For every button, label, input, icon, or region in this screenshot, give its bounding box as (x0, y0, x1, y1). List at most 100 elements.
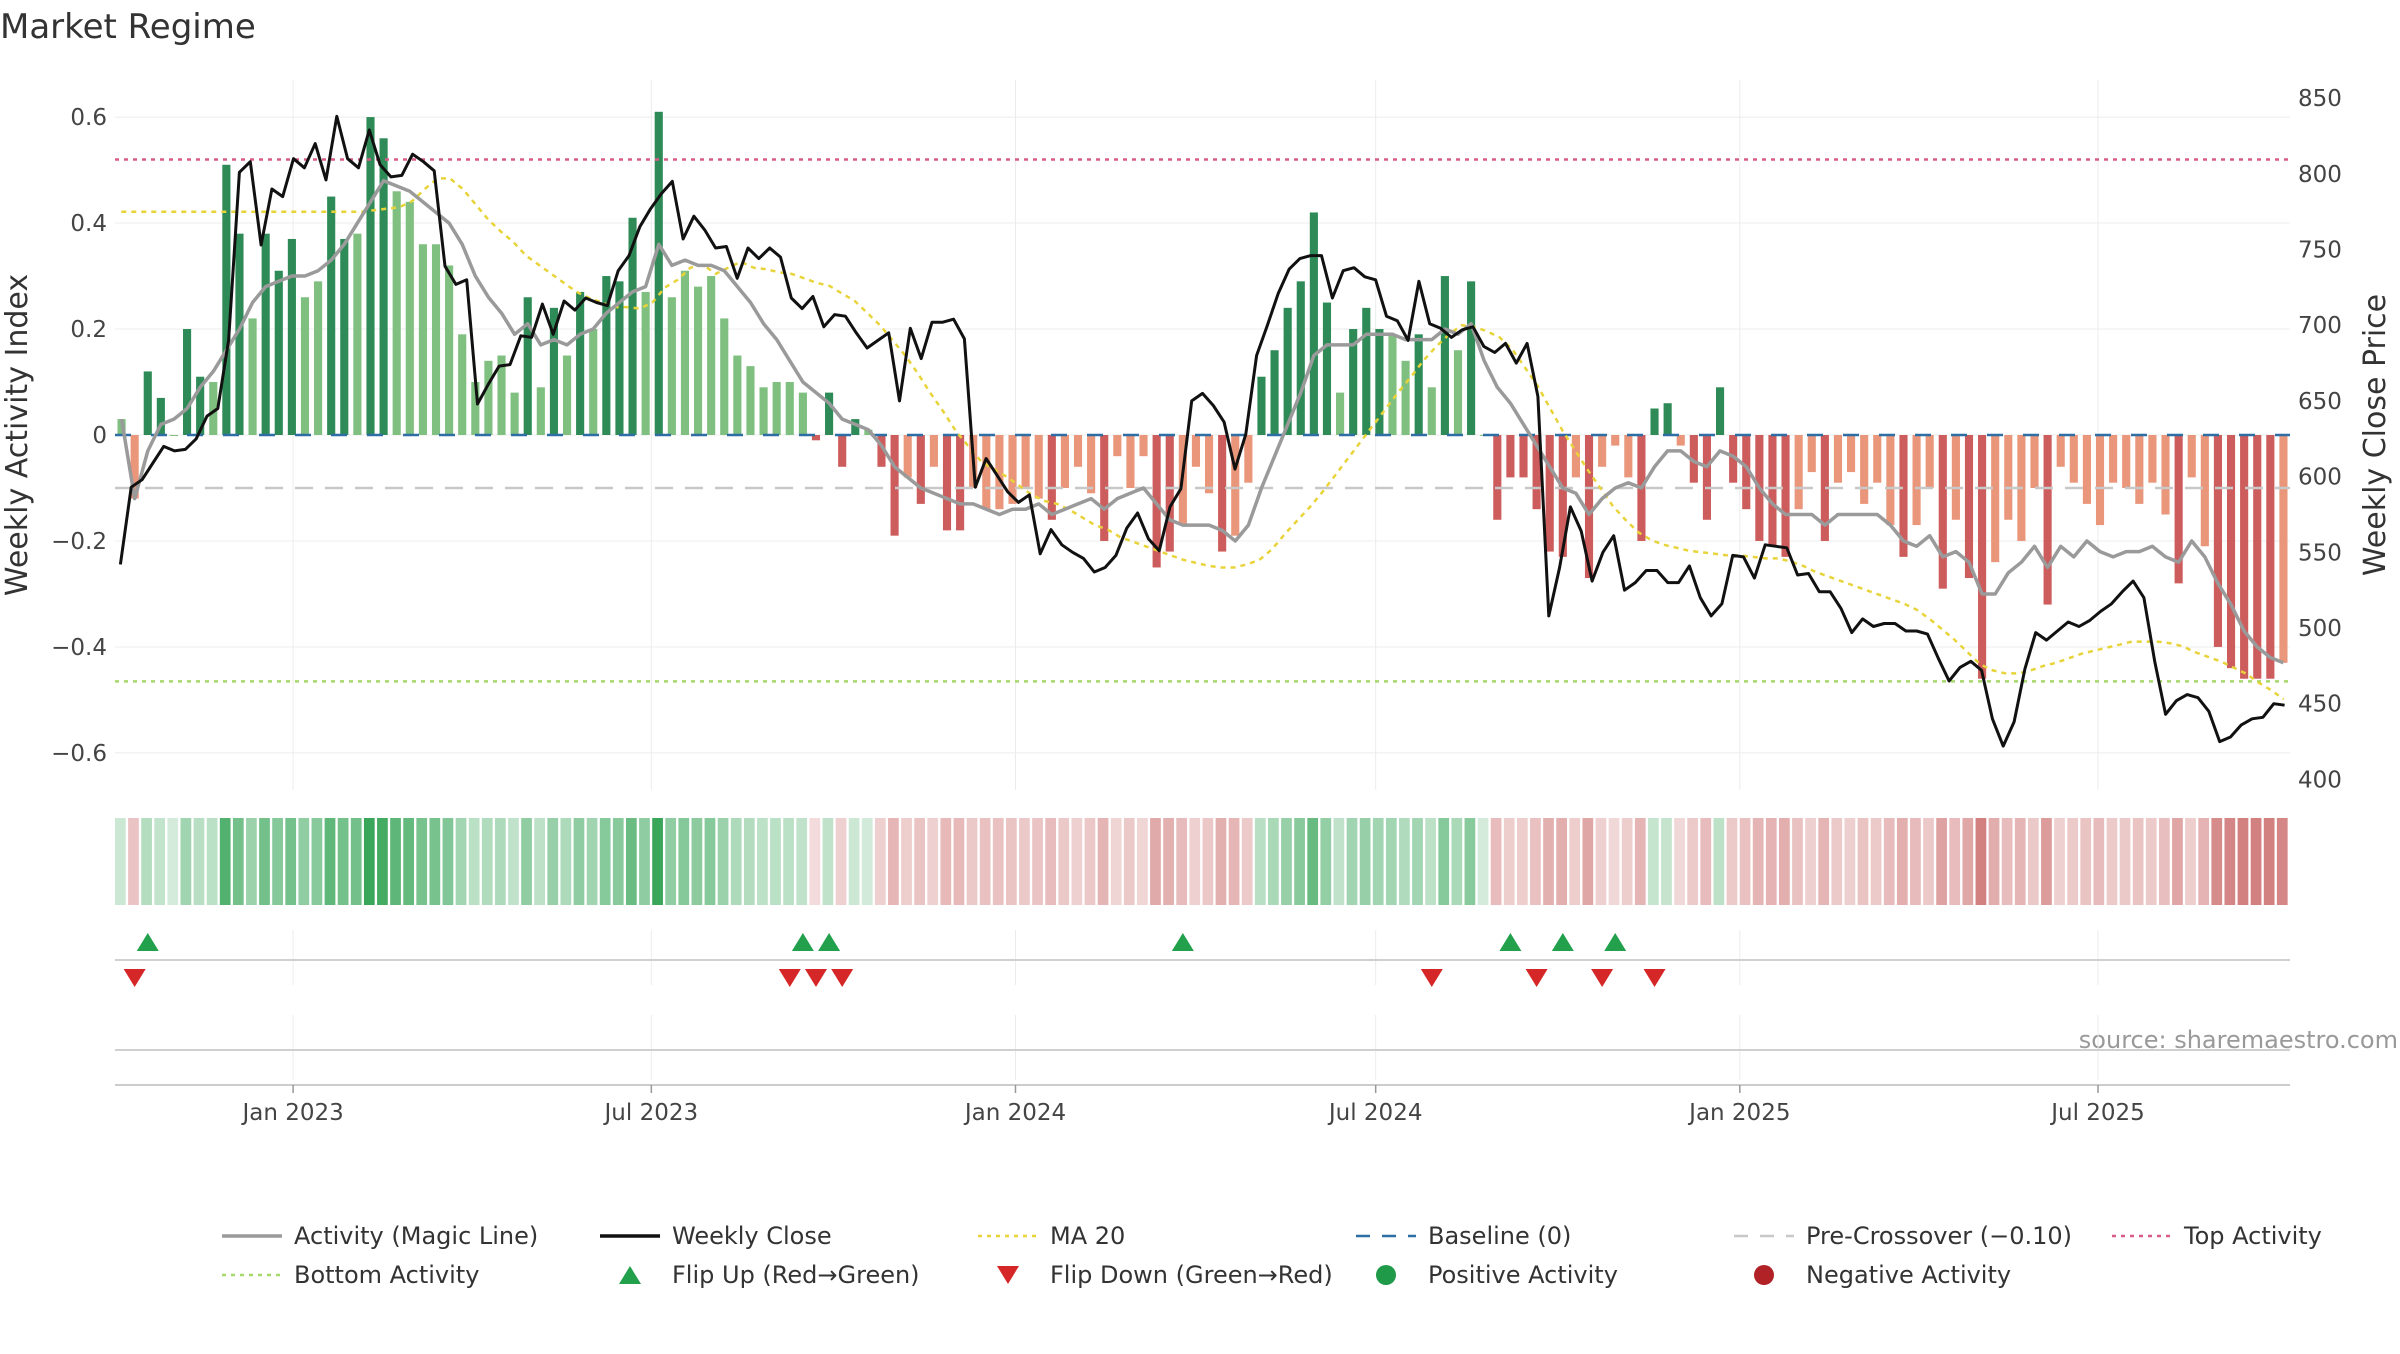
heat-cell (1661, 818, 1672, 905)
heat-cell (1281, 818, 1292, 905)
activity-bar (156, 397, 165, 435)
heat-cell (455, 818, 467, 905)
activity-bar (2226, 435, 2236, 669)
flip-up-marker (136, 933, 159, 951)
heat-cell (599, 818, 611, 905)
activity-bar (1768, 435, 1777, 547)
activity-bar (2082, 435, 2091, 504)
activity-bar (2069, 435, 2078, 483)
heat-cell (1136, 818, 1148, 905)
legend-label: Weekly Close (672, 1222, 832, 1250)
y-tick-label: 0 (92, 423, 107, 449)
activity-bar (825, 392, 834, 435)
heat-cell (678, 818, 690, 905)
heat-cell (1150, 818, 1161, 905)
legend-item: Weekly Close (600, 1222, 832, 1250)
activity-bar (615, 281, 624, 435)
activity-bar (1873, 435, 1882, 483)
heat-cell (259, 818, 270, 905)
heat-cell (874, 818, 886, 905)
heat-cell (1254, 818, 1266, 905)
heat-cell (1831, 818, 1843, 905)
heat-cell (888, 818, 899, 905)
legend-item: Flip Down (Green→Red) (997, 1261, 1333, 1289)
heat-cell (2211, 818, 2223, 905)
y2-tick-label: 800 (2298, 162, 2342, 188)
activity-bar (1742, 435, 1751, 510)
flip-down-marker (778, 969, 801, 987)
heat-cell (1713, 818, 1725, 905)
heat-cell (2027, 818, 2039, 905)
heat-cell (1123, 818, 1135, 905)
flip-up-marker (818, 933, 841, 951)
activity-bar (2279, 435, 2288, 663)
activity-bar (1126, 435, 1135, 488)
y-tick-label: 0.4 (70, 211, 107, 237)
activity-bar (1336, 392, 1345, 435)
activity-bar (1283, 307, 1292, 435)
legend: Activity (Magic Line) Weekly Close MA 20 Ba… (222, 1222, 2322, 1289)
heat-cell (730, 818, 742, 905)
flip-down-marker (1591, 969, 1614, 987)
activity-bar (1021, 435, 1030, 488)
heat-cell (2250, 818, 2262, 905)
heat-cell (979, 818, 991, 905)
activity-bar (1139, 435, 1148, 457)
activity-bar (1401, 360, 1410, 435)
activity-bar (1794, 435, 1803, 510)
activity-bar (1467, 281, 1476, 435)
y2-tick-label: 650 (2298, 389, 2342, 415)
activity-bar (1912, 435, 1921, 526)
y-tick-label: −0.2 (51, 529, 107, 555)
heat-cell (1268, 818, 1279, 905)
heat-cell (337, 818, 349, 905)
y-tick-label: 0.2 (70, 317, 107, 343)
heat-cell (625, 818, 637, 905)
axes: 0.6 0.4 0.2 0 −0.2 −0.4 −0.6 850 800 750 700 650 600… (51, 86, 2342, 1126)
activity-bar (641, 291, 650, 435)
y2-tick-label: 400 (2298, 767, 2342, 793)
heat-cell (743, 818, 755, 905)
activity-bar (1545, 435, 1554, 552)
activity-bar (1650, 408, 1659, 435)
activity-bar (379, 138, 388, 436)
heat-cell (534, 818, 546, 905)
heat-cell (927, 818, 939, 905)
heat-cell (2119, 818, 2131, 905)
activity-bar (1519, 435, 1528, 478)
heat-cell (1333, 818, 1345, 905)
legend-label: Negative Activity (1806, 1261, 2011, 1289)
activity-bar (733, 355, 742, 435)
flip-down-marker (123, 969, 146, 987)
heat-cell (953, 818, 965, 905)
x-tick-label: Jul 2023 (603, 1100, 699, 1126)
heat-cell (1005, 818, 1017, 905)
activity-bar (445, 265, 454, 435)
ma20-line (121, 177, 2285, 701)
heat-cell (1726, 818, 1738, 905)
heat-cell (1634, 818, 1646, 905)
heat-cell (1189, 818, 1201, 905)
activity-bar (956, 435, 965, 531)
activity-bar (235, 233, 244, 435)
heat-cell (2132, 818, 2144, 905)
legend-item: Baseline (0) (1356, 1222, 1571, 1250)
heat-cell (1805, 818, 1816, 905)
heat-cell (521, 818, 532, 905)
activity-bar (484, 360, 493, 435)
regime-heat-strip (115, 818, 2288, 905)
magic-line (119, 178, 2285, 665)
activity-bar (1113, 435, 1122, 457)
activity-bar (1558, 435, 1567, 557)
activity-bar (2187, 435, 2196, 478)
x-tick-label: Jul 2024 (1327, 1100, 1423, 1126)
heat-cell (573, 818, 585, 905)
legend-item: Pre-Crossover (−0.10) (1734, 1222, 2072, 1250)
legend-swatch (1376, 1265, 1396, 1285)
activity-bar (903, 435, 912, 478)
activity-bar (366, 117, 375, 436)
heat-cell (128, 818, 139, 905)
activity-bar (209, 382, 218, 435)
heat-cell (494, 818, 506, 905)
activity-bar (1257, 376, 1266, 435)
